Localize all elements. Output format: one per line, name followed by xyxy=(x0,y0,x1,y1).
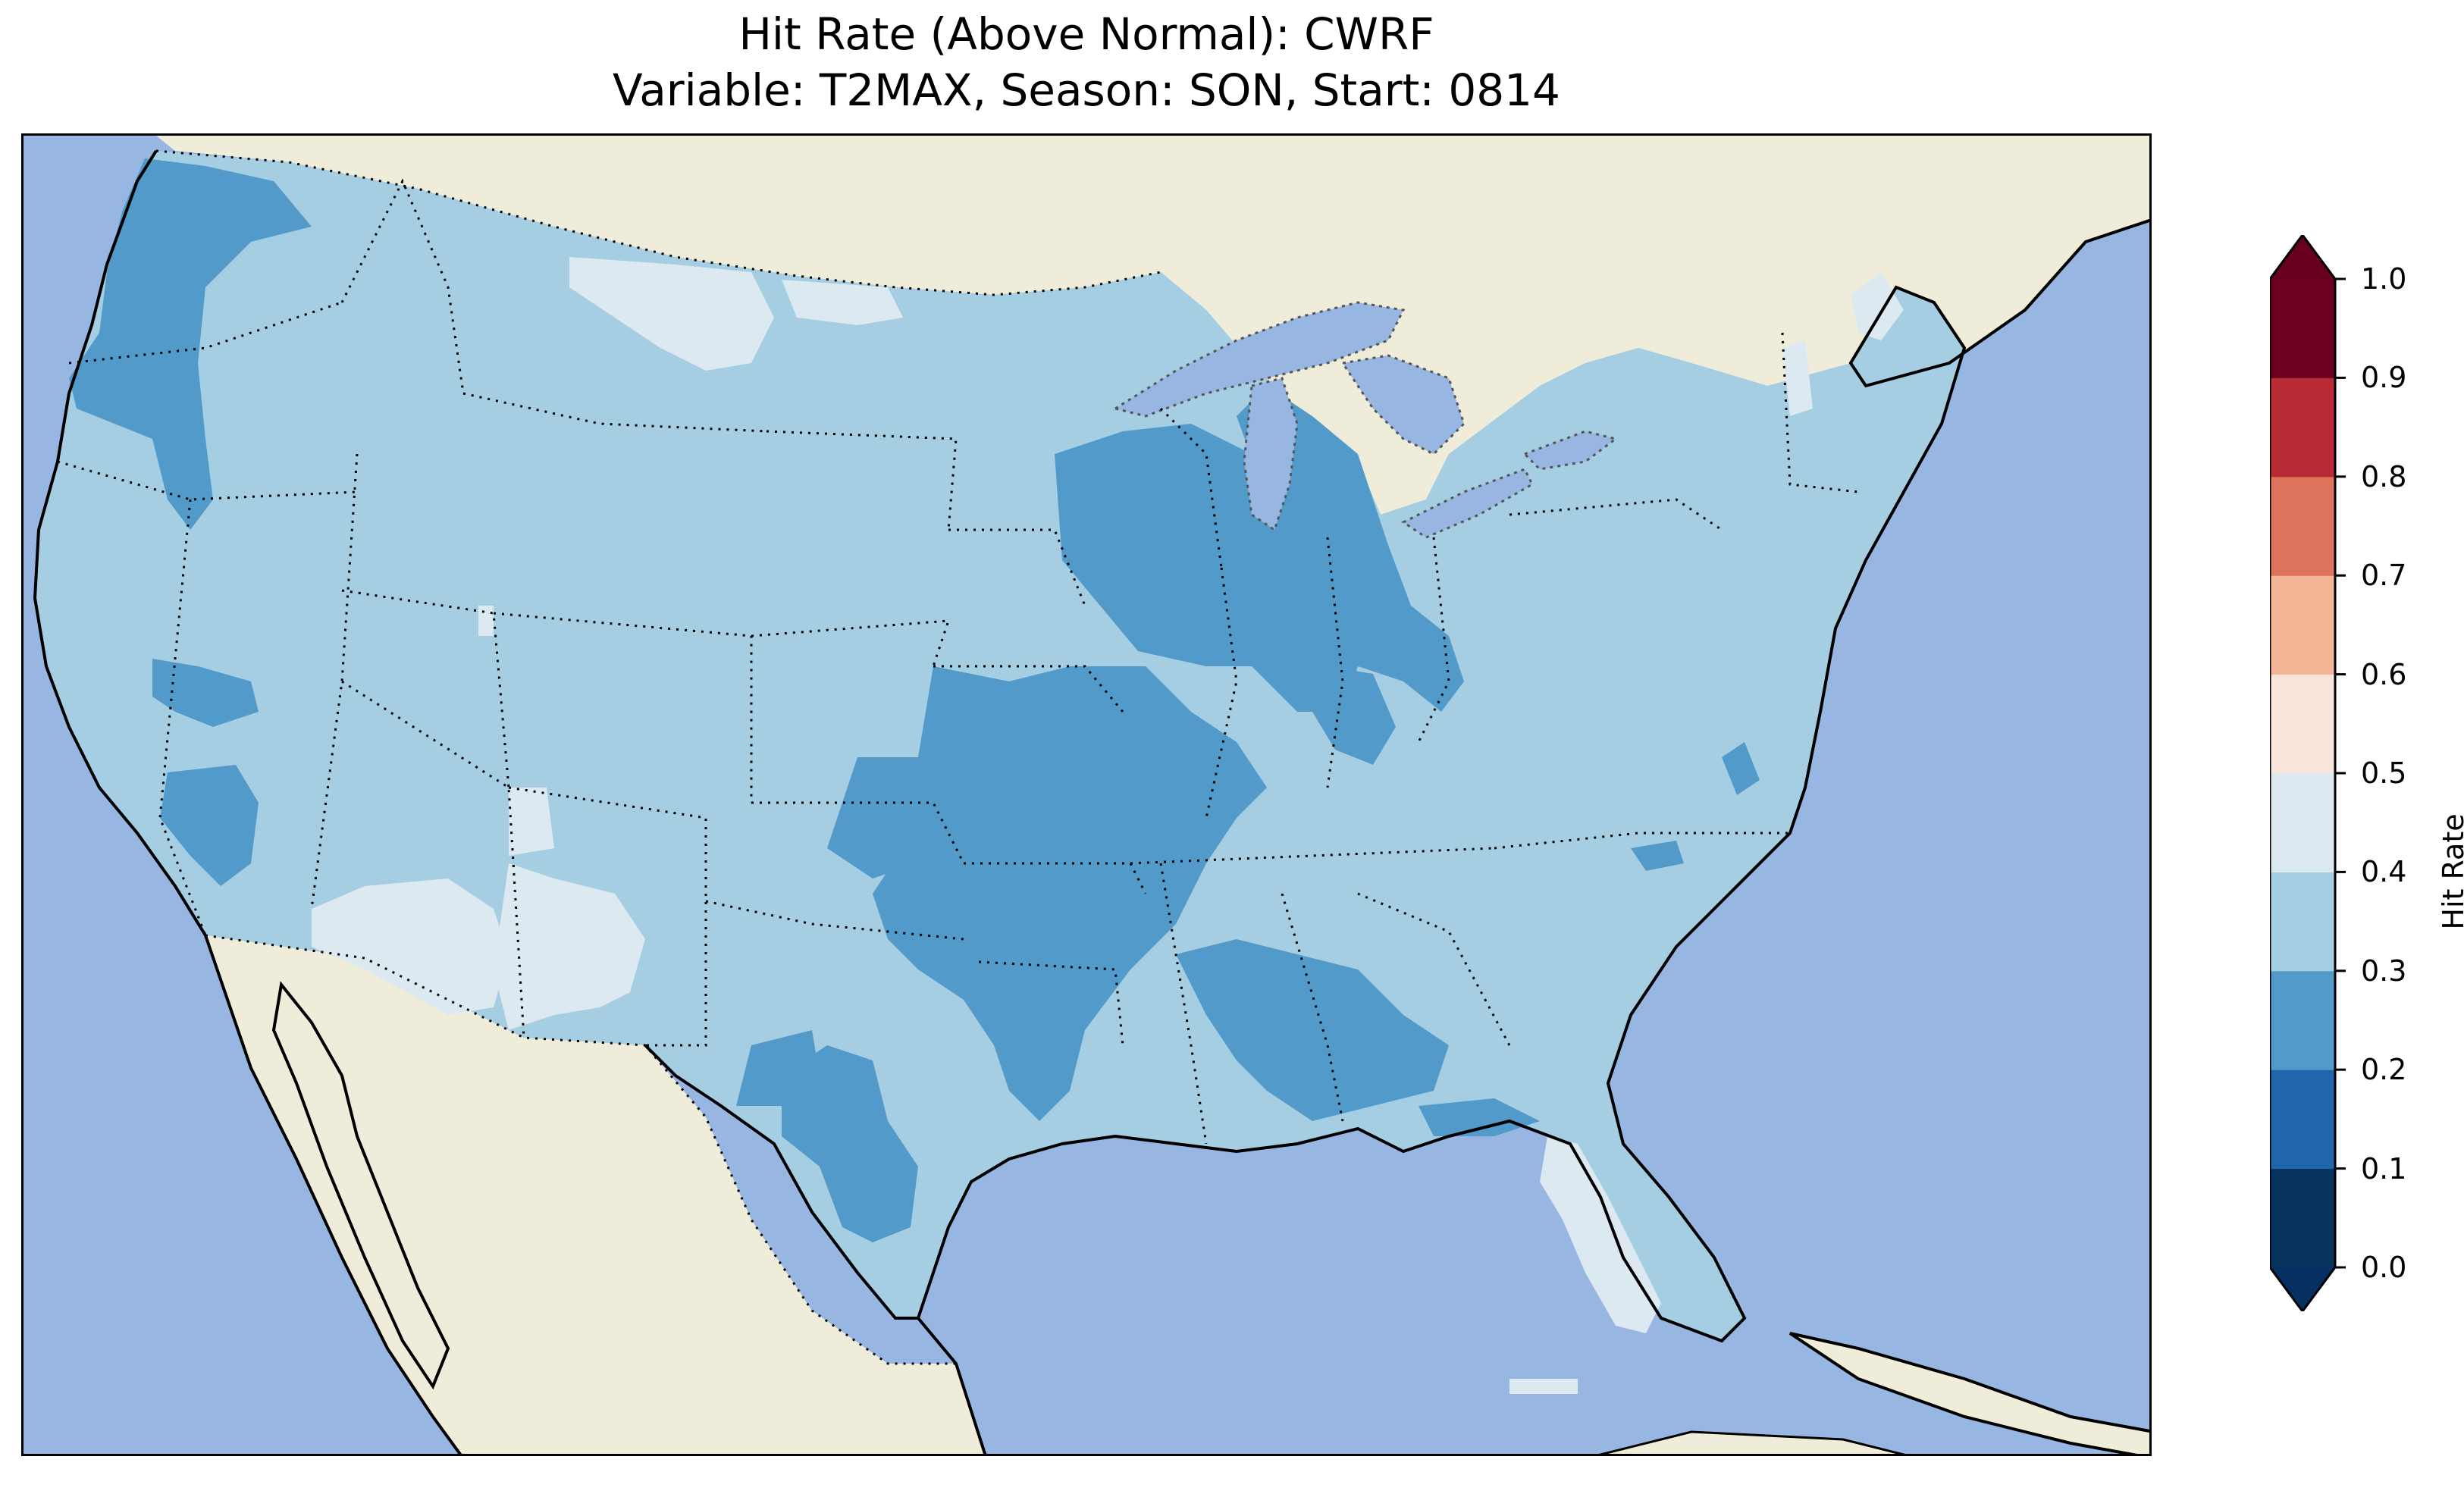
state-border-ga-sc xyxy=(1357,892,1511,1046)
region-florida xyxy=(1540,1136,1661,1333)
caribbean-island xyxy=(1598,1430,1906,1454)
map-title-line-1: Hit Rate (Above Normal): CWRF xyxy=(738,8,1434,60)
state-border-nv-east xyxy=(310,453,359,910)
region-chesapeake xyxy=(1722,742,1760,795)
region-new-mexico xyxy=(494,863,645,1030)
colorbar-bins xyxy=(2270,279,2335,1268)
state-border-ms-al xyxy=(1159,863,1208,1145)
colorbar-bin-0.3-0.4 xyxy=(2270,872,2335,972)
colorbar-bin-0.5-0.6 xyxy=(2270,674,2335,774)
baja-coast xyxy=(271,981,450,1390)
colorbar-max-extension xyxy=(2270,235,2335,279)
colorbar-tick-label: 0.8 xyxy=(2361,459,2407,493)
canada-border xyxy=(155,149,1161,296)
colorbar-tick-label: 0.6 xyxy=(2361,657,2407,691)
region-north-carolina-patch xyxy=(1631,841,1684,871)
region-maine xyxy=(1851,272,1904,340)
region-mississippi-valley xyxy=(873,666,1267,1121)
region-northern-montana xyxy=(569,257,774,371)
mexico-gulf-coast xyxy=(917,1317,987,1454)
region-south-texas xyxy=(782,1045,918,1242)
region-deep-south xyxy=(1176,939,1449,1121)
colorbar-bin-0.8-0.9 xyxy=(2270,377,2335,478)
map-panel xyxy=(21,133,2152,1456)
hit-rate-0.2-0.3-regions xyxy=(69,158,1760,1242)
colorbar-bin-0.6-0.7 xyxy=(2270,575,2335,675)
region-colorado-strip xyxy=(509,788,554,856)
colorbar-tick-label: 0.4 xyxy=(2361,855,2407,889)
state-border-mn-ia xyxy=(948,528,1086,606)
baja-peninsula xyxy=(274,985,448,1386)
mexico-west-coast xyxy=(204,935,462,1454)
lake-ontario xyxy=(1522,430,1619,471)
canada-land xyxy=(156,136,2149,515)
coastlines xyxy=(33,149,2149,1454)
east-coast xyxy=(644,218,2149,1343)
state-border-ok-tx xyxy=(705,900,964,941)
region-florida-panhandle xyxy=(1419,1098,1540,1136)
colorbar-bin-0.4-0.5 xyxy=(2270,773,2335,872)
colorbar-min-extension xyxy=(2270,1267,2335,1311)
region-west-texas xyxy=(736,1030,820,1106)
region-florida-keys xyxy=(1509,1379,1578,1394)
colorbar-bin-0.0-0.1 xyxy=(2270,1168,2335,1268)
state-border-mt-wy xyxy=(462,392,767,433)
colorbar-bin-0.2-0.3 xyxy=(2270,970,2335,1070)
state-border-ks-ok xyxy=(751,801,965,864)
region-pacific-northwest xyxy=(69,158,312,530)
region-north-dakota-patch xyxy=(782,280,903,325)
region-arizona xyxy=(312,879,509,1015)
region-utah-dot xyxy=(478,606,494,636)
lake-huron xyxy=(1340,354,1466,456)
colorbar-label: Hit Rate xyxy=(2437,813,2464,930)
colorbar-tick-label: 0.2 xyxy=(2361,1053,2407,1087)
colorbar-tick-label: 0.7 xyxy=(2361,559,2407,593)
colorbar-tick-label: 0.5 xyxy=(2361,756,2407,790)
colorbar-tick-label: 0.0 xyxy=(2361,1251,2407,1284)
region-vermont-strip xyxy=(1782,340,1813,416)
political-borders xyxy=(57,149,1859,1365)
region-nevada-central xyxy=(152,659,259,727)
colorbar xyxy=(2270,235,2346,1311)
colorbar-bin-0.1-0.2 xyxy=(2270,1070,2335,1170)
state-border-pa-ny xyxy=(1509,498,1723,531)
region-oklahoma xyxy=(827,757,948,879)
map-title-line-2: Variable: T2MAX, Season: SON, Start: 081… xyxy=(613,64,1560,116)
state-border-al-ga xyxy=(1281,893,1344,1122)
hit-rate-0.4-0.5-regions xyxy=(312,257,1904,1394)
state-border-id-mt xyxy=(340,178,465,394)
lake-erie xyxy=(1401,468,1534,539)
state-border-nd-sd xyxy=(766,430,958,531)
state-border-ia-mo xyxy=(933,665,1124,713)
colorbar-ticks xyxy=(2335,277,2346,1269)
map-canvas xyxy=(24,136,2149,1454)
state-border-new-england xyxy=(1781,332,1859,493)
west-coast xyxy=(33,149,207,937)
colorbar-tick-label: 1.0 xyxy=(2361,262,2407,296)
state-border-ut-co xyxy=(341,589,510,788)
colorbar-tick-label: 0.9 xyxy=(2361,361,2407,395)
colorbar-tick-label: 0.3 xyxy=(2361,954,2407,988)
colorbar-tick-label: 0.1 xyxy=(2361,1151,2407,1185)
lake-michigan xyxy=(1243,377,1299,532)
great-lakes xyxy=(1112,301,1619,539)
colorbar-bin-0.9-1.0 xyxy=(2270,279,2335,378)
lake-superior xyxy=(1112,301,1406,418)
cuba-island xyxy=(1788,1332,2149,1454)
region-indiana xyxy=(1312,666,1396,765)
colorbar-bin-0.7-0.8 xyxy=(2270,476,2335,576)
region-nevada-south xyxy=(160,765,259,886)
